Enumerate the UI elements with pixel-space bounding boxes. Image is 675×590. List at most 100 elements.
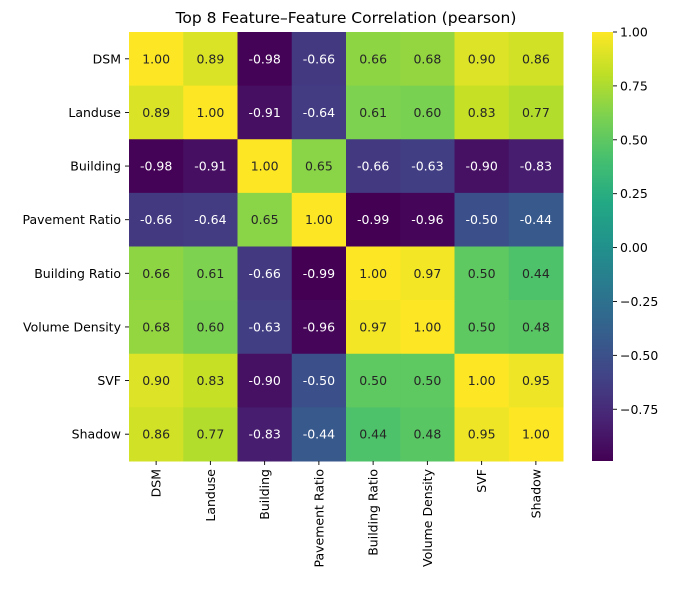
heatmap-cell bbox=[346, 32, 401, 87]
heatmap-cell bbox=[291, 32, 347, 87]
heatmap-cell bbox=[237, 192, 293, 247]
cell-value-label: 0.66 bbox=[359, 51, 387, 66]
y-tick-label: Building bbox=[70, 159, 121, 174]
heatmap-cell bbox=[237, 353, 293, 408]
cell-value-label: 0.83 bbox=[196, 373, 224, 388]
colorbar-tick-label: −0.50 bbox=[620, 348, 658, 363]
heatmap-cell bbox=[237, 85, 293, 140]
cell-value-label: -0.64 bbox=[194, 212, 226, 227]
heatmap-cell bbox=[183, 300, 238, 355]
cell-value-label: -0.90 bbox=[465, 159, 497, 174]
x-tick-label: SVF bbox=[474, 469, 489, 493]
cell-value-label: -0.96 bbox=[411, 212, 443, 227]
cell-value-label: 0.68 bbox=[413, 51, 441, 66]
cell-value-label: -0.83 bbox=[248, 427, 280, 442]
heatmap-cell bbox=[508, 407, 564, 462]
heatmap-cell bbox=[508, 32, 564, 87]
x-tick-label: Volume Density bbox=[420, 468, 435, 567]
cell-value-label: -0.66 bbox=[357, 159, 389, 174]
cell-value-label: 0.90 bbox=[142, 373, 170, 388]
cell-value-label: 0.95 bbox=[522, 373, 550, 388]
cell-value-label: 0.86 bbox=[142, 427, 170, 442]
cell-value-label: -0.90 bbox=[248, 373, 280, 388]
cell-value-label: -0.50 bbox=[465, 212, 497, 227]
heatmap-cell bbox=[129, 85, 184, 140]
colorbar-tick-label: 0.50 bbox=[620, 132, 648, 147]
heatmap-cell bbox=[400, 353, 455, 408]
heatmap-cell bbox=[183, 353, 238, 408]
chart-title: Top 8 Feature–Feature Correlation (pears… bbox=[175, 9, 517, 27]
cell-value-label: 0.86 bbox=[522, 51, 550, 66]
cell-value-label: -0.44 bbox=[303, 427, 335, 442]
cell-value-label: -0.66 bbox=[248, 266, 280, 281]
x-tick-label: Pavement Ratio bbox=[311, 469, 326, 567]
heatmap-cell bbox=[237, 407, 293, 462]
heatmap-cell bbox=[400, 192, 455, 247]
cell-value-label: 0.77 bbox=[522, 105, 550, 120]
heatmap-cell bbox=[454, 353, 510, 408]
heatmap-cell bbox=[183, 32, 238, 87]
y-tick-label: Building Ratio bbox=[34, 266, 121, 281]
x-tick-label: DSM bbox=[149, 469, 164, 497]
heatmap-cell bbox=[237, 300, 293, 355]
cell-value-label: -0.98 bbox=[140, 159, 172, 174]
heatmap-cell bbox=[346, 300, 401, 355]
cell-value-label: -0.50 bbox=[303, 373, 335, 388]
heatmap-cell bbox=[291, 353, 347, 408]
cell-value-label: 0.89 bbox=[142, 105, 170, 120]
heatmap-cell bbox=[183, 139, 238, 194]
cell-value-label: 0.50 bbox=[468, 266, 496, 281]
cell-value-label: 0.95 bbox=[468, 427, 496, 442]
cell-value-label: -0.99 bbox=[303, 266, 335, 281]
x-tick-label: Building bbox=[257, 469, 272, 520]
y-tick-label: Shadow bbox=[72, 427, 121, 442]
y-tick-label: Landuse bbox=[68, 105, 121, 120]
cell-value-label: -0.83 bbox=[520, 159, 552, 174]
heatmap-cell bbox=[400, 300, 455, 355]
cell-value-label: 0.97 bbox=[359, 319, 387, 334]
cell-value-label: -0.98 bbox=[248, 51, 280, 66]
cell-value-label: 1.00 bbox=[305, 212, 333, 227]
colorbar-tick-label: 0.00 bbox=[620, 240, 648, 255]
x-tick-label: Shadow bbox=[528, 469, 543, 518]
heatmap-cell bbox=[400, 32, 455, 87]
cell-value-label: 0.65 bbox=[251, 212, 279, 227]
colorbar-tick-label: −0.25 bbox=[620, 294, 658, 309]
heatmap-cell bbox=[291, 139, 347, 194]
heatmap-cell bbox=[400, 407, 455, 462]
cell-value-label: -0.44 bbox=[520, 212, 552, 227]
colorbar-tick-label: 0.75 bbox=[620, 78, 648, 93]
cell-value-label: 1.00 bbox=[468, 373, 496, 388]
colorbar-tick-label: 1.00 bbox=[620, 25, 648, 40]
cell-value-label: 0.48 bbox=[522, 319, 550, 334]
cell-value-label: 0.60 bbox=[413, 105, 441, 120]
heatmap-cell bbox=[400, 85, 455, 140]
heatmap-cell bbox=[454, 246, 510, 301]
y-tick-label: Volume Density bbox=[23, 319, 122, 334]
colorbar-ticks: 1.00 0.75 0.50 0.25 0.00 −0.25 −0.50 −0.75 bbox=[613, 25, 658, 417]
cell-value-label: 0.97 bbox=[413, 266, 441, 281]
heatmap-cell bbox=[183, 85, 238, 140]
cell-value-label: 1.00 bbox=[251, 159, 279, 174]
cell-value-label: 0.77 bbox=[196, 427, 224, 442]
heatmap-cell bbox=[129, 407, 184, 462]
heatmap-cell bbox=[129, 192, 184, 247]
heatmap-cell bbox=[346, 85, 401, 140]
cell-value-label: -0.63 bbox=[411, 159, 443, 174]
heatmap-cell bbox=[508, 192, 564, 247]
cell-value-label: 0.66 bbox=[142, 266, 170, 281]
x-axis-ticks: DSM Landuse Building Pavement Ratio Building… bbox=[149, 461, 543, 567]
cell-value-label: -0.91 bbox=[194, 159, 226, 174]
colorbar-tick-label: 0.25 bbox=[620, 186, 648, 201]
cell-value-label: 1.00 bbox=[196, 105, 224, 120]
heatmap-cell bbox=[291, 246, 347, 301]
cell-value-label: 0.83 bbox=[468, 105, 496, 120]
heatmap-cell bbox=[454, 300, 510, 355]
cell-value-label: 0.50 bbox=[359, 373, 387, 388]
heatmap-cell bbox=[454, 32, 510, 87]
heatmap-cell bbox=[508, 300, 564, 355]
heatmap-cell bbox=[454, 139, 510, 194]
heatmap-cell bbox=[508, 246, 564, 301]
heatmap-cell bbox=[346, 246, 401, 301]
